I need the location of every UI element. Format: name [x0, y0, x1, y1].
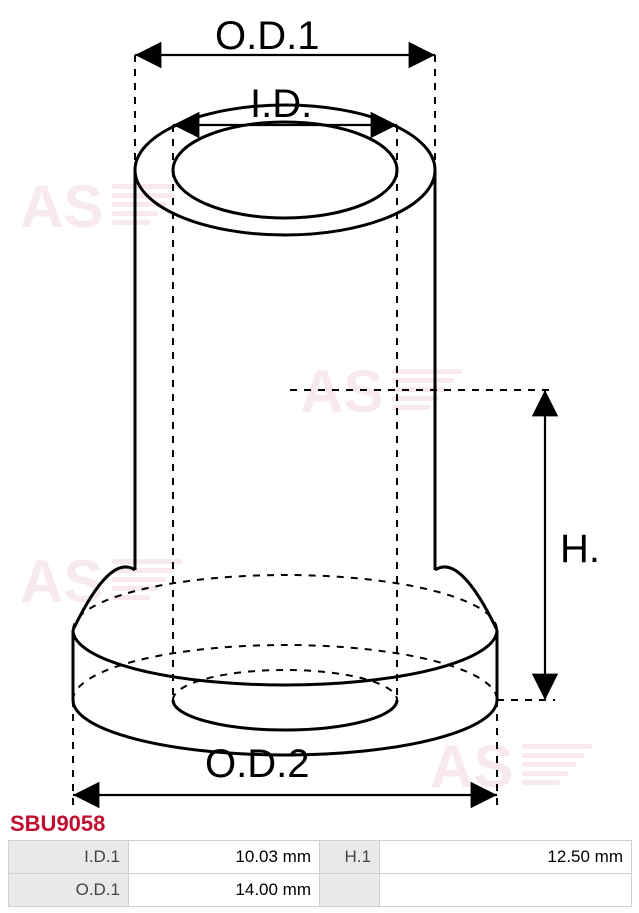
cell-od1-value: 14.00 mm — [129, 874, 320, 907]
flange-shoulder-left — [73, 567, 135, 630]
table-row: I.D.1 10.03 mm H.1 12.50 mm — [9, 841, 632, 874]
table-row: O.D.1 14.00 mm — [9, 874, 632, 907]
part-code: SBU9058 — [10, 811, 105, 837]
page: AS AS AS AS O.D.1 I.D. H. O.D.2 — [0, 0, 639, 913]
cell-h1-header: H.1 — [320, 841, 380, 874]
flange-shoulder-right — [435, 567, 497, 630]
flange-top-back — [73, 575, 497, 630]
cell-id1-value: 10.03 mm — [129, 841, 320, 874]
diagram-area: AS AS AS AS O.D.1 I.D. H. O.D.2 — [0, 0, 639, 810]
barrel-top-inner — [173, 122, 397, 218]
bore-bottom-front — [173, 700, 397, 730]
dimensions-table: I.D.1 10.03 mm H.1 12.50 mm O.D.1 14.00 … — [8, 840, 632, 907]
flange-bottom-back — [73, 645, 497, 700]
cell-h1-value: 12.50 mm — [380, 841, 632, 874]
cell-id1-header: I.D.1 — [9, 841, 129, 874]
flange-top-front — [73, 630, 497, 685]
flange-bottom-front — [73, 700, 497, 755]
cell-empty-value — [380, 874, 632, 907]
bushing-diagram-svg — [0, 0, 639, 810]
cell-od1-header: O.D.1 — [9, 874, 129, 907]
cell-empty-header — [320, 874, 380, 907]
